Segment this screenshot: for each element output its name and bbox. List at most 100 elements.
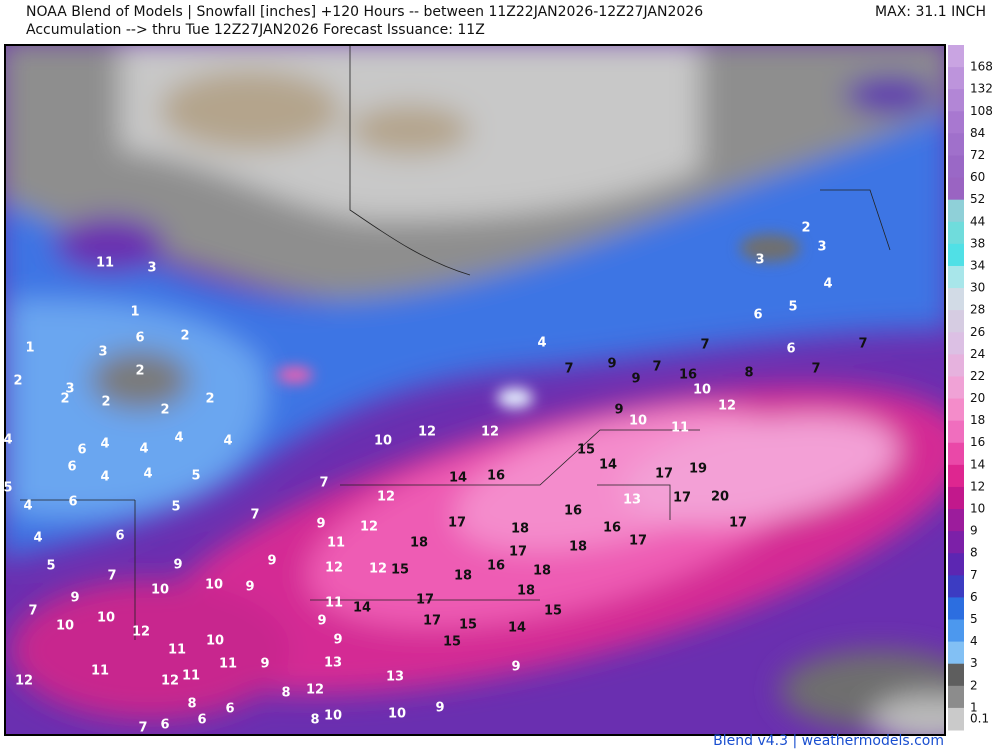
snow-label: 18	[410, 536, 428, 551]
legend-label: 9	[970, 524, 978, 538]
snow-label: 7	[652, 360, 661, 375]
snow-label: 12	[306, 683, 324, 698]
snow-label: 10	[151, 583, 169, 598]
legend-label: 22	[970, 369, 985, 383]
snow-label: 17	[509, 545, 527, 560]
map-field	[5, 45, 945, 735]
color-swatch	[948, 641, 964, 665]
snow-label: 12	[360, 520, 378, 535]
legend-label: 60	[970, 170, 985, 184]
legend-label: 10	[970, 502, 985, 516]
snow-label: 12	[481, 425, 499, 440]
color-swatch	[948, 243, 964, 267]
snow-label: 3	[817, 240, 826, 255]
legend-label: 4	[970, 634, 978, 648]
snow-label: 12	[325, 561, 343, 576]
legend-label: 44	[970, 214, 985, 228]
legend-label: 14	[970, 457, 985, 471]
snow-label: 3	[98, 345, 107, 360]
snow-label: 9	[333, 633, 342, 648]
color-swatch	[948, 288, 964, 311]
legend-label: 72	[970, 148, 985, 162]
snow-label: 9	[631, 372, 640, 387]
snow-label: 10	[629, 414, 647, 429]
color-swatch	[948, 486, 964, 510]
snow-label: 7	[138, 721, 147, 736]
color-swatch	[948, 619, 964, 643]
snow-label: 5	[191, 469, 200, 484]
snow-label: 3	[755, 253, 764, 268]
snow-label: 2	[205, 392, 214, 407]
snow-label: 7	[319, 476, 328, 491]
snow-label: 11	[671, 421, 689, 436]
legend-label: 84	[970, 126, 985, 140]
snow-label: 12	[161, 674, 179, 689]
snow-label: 9	[511, 660, 520, 675]
color-swatch	[948, 89, 964, 112]
snow-label: 6	[77, 443, 86, 458]
snow-label: 2	[180, 329, 189, 344]
snow-label: 6	[115, 529, 124, 544]
color-swatch	[948, 376, 964, 400]
snow-label: 17	[448, 516, 466, 531]
color-swatch	[948, 707, 964, 731]
snow-label: 14	[508, 621, 526, 636]
snow-label: 10	[374, 434, 392, 449]
snow-label: 4	[139, 442, 148, 457]
snow-label: 1	[25, 341, 34, 356]
snow-label: 18	[454, 569, 472, 584]
snow-label: 8	[281, 686, 290, 701]
color-swatch	[948, 45, 964, 68]
snow-label: 18	[511, 522, 529, 537]
snow-label: 9	[173, 558, 182, 573]
snow-label: 11	[219, 657, 237, 672]
snow-label: 4	[33, 531, 42, 546]
legend-label: 20	[970, 391, 985, 405]
snow-label: 12	[132, 625, 150, 640]
snow-label: 18	[569, 540, 587, 555]
color-swatch	[948, 442, 964, 466]
snow-label: 16	[487, 469, 505, 484]
snow-label: 7	[107, 569, 116, 584]
color-swatch	[948, 133, 964, 156]
legend-label: 38	[970, 236, 985, 250]
legend-label: 5	[970, 612, 978, 626]
snow-label: 9	[316, 517, 325, 532]
snow-label: 9	[245, 580, 254, 595]
snow-label: 9	[607, 357, 616, 372]
snow-label: 6	[786, 342, 795, 357]
snow-label: 9	[70, 591, 79, 606]
snow-label: 8	[744, 366, 753, 381]
snow-label: 16	[679, 368, 697, 383]
legend-label: 2	[970, 678, 978, 692]
color-swatch	[948, 531, 964, 554]
snow-label: 11	[327, 536, 345, 551]
snow-label: 4	[143, 467, 152, 482]
snow-label: 7	[564, 362, 573, 377]
snow-label: 15	[544, 604, 562, 619]
snow-label: 12	[718, 399, 736, 414]
snow-label: 6	[160, 718, 169, 733]
snow-label: 5	[171, 500, 180, 515]
snow-label: 12	[377, 490, 395, 505]
snow-label: 2	[135, 364, 144, 379]
color-swatch	[948, 553, 964, 576]
legend-label: 6	[970, 590, 978, 604]
snow-label: 16	[487, 559, 505, 574]
snow-label: 9	[267, 554, 276, 569]
snow-label: 9	[614, 403, 623, 418]
snow-label: 10	[56, 619, 74, 634]
legend-label: 28	[970, 303, 985, 317]
legend-label: 108	[970, 104, 993, 118]
snow-label: 15	[459, 618, 477, 633]
snow-label: 6	[135, 331, 144, 346]
snow-label: 2	[101, 395, 110, 410]
snow-label: 4	[100, 470, 109, 485]
snow-label: 6	[225, 702, 234, 717]
snow-label: 18	[533, 564, 551, 579]
color-swatch	[948, 332, 964, 355]
snow-label: 7	[250, 508, 259, 523]
snow-label: 18	[517, 584, 535, 599]
snow-label: 8	[187, 697, 196, 712]
snow-label: 5	[788, 300, 797, 315]
